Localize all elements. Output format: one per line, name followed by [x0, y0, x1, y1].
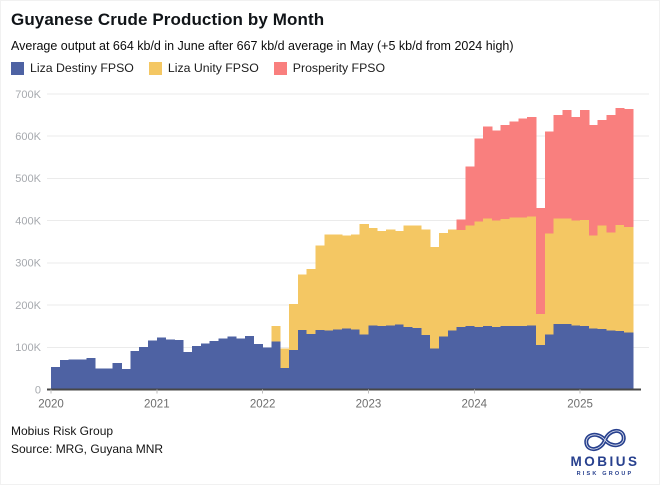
- legend-item-prosperity: Prosperity FPSO: [273, 61, 386, 75]
- svg-text:2020: 2020: [38, 399, 64, 411]
- legend-label: Liza Unity FPSO: [167, 61, 259, 75]
- svg-text:100K: 100K: [15, 342, 41, 354]
- svg-text:200K: 200K: [15, 300, 41, 312]
- mobius-logo: MOBIUS RISK GROUP: [565, 427, 645, 477]
- svg-text:2024: 2024: [461, 399, 487, 411]
- svg-text:700K: 700K: [15, 89, 41, 101]
- svg-text:2023: 2023: [356, 399, 382, 411]
- legend-label: Prosperity FPSO: [292, 61, 386, 75]
- legend-swatch-blue-icon: [11, 61, 24, 75]
- logo-wordmark: MOBIUS: [570, 454, 640, 469]
- infinity-knot-icon: [584, 428, 626, 452]
- legend-swatch-red-icon: [273, 61, 287, 75]
- logo-tagline: RISK GROUP: [576, 471, 634, 477]
- svg-text:300K: 300K: [15, 258, 41, 270]
- legend-item-liza-destiny: Liza Destiny FPSO: [11, 61, 134, 75]
- production-stacked-bar-chart: 0 100K 200K 300K 400K 500K 600K 700K 2020 2021 202…: [15, 89, 649, 411]
- attribution-text: Mobius Risk Group: [11, 424, 114, 438]
- legend-label: Liza Destiny FPSO: [30, 61, 134, 75]
- source-text: Source: MRG, Guyana MNR: [11, 442, 164, 456]
- svg-text:2025: 2025: [567, 399, 593, 411]
- svg-text:0: 0: [35, 384, 41, 396]
- svg-text:2022: 2022: [250, 399, 276, 411]
- chart-subtitle: Average output at 664 kb/d in June after…: [11, 39, 514, 53]
- legend-swatch-yellow-icon: [148, 61, 162, 75]
- svg-text:500K: 500K: [15, 173, 41, 185]
- page-title: Guyanese Crude Production by Month: [11, 10, 325, 29]
- chart-legend: Liza Destiny FPSO Liza Unity FPSO Prospe…: [11, 61, 385, 75]
- svg-text:2021: 2021: [144, 399, 170, 411]
- legend-item-liza-unity: Liza Unity FPSO: [148, 61, 259, 75]
- svg-text:600K: 600K: [15, 131, 41, 143]
- svg-text:400K: 400K: [15, 215, 41, 227]
